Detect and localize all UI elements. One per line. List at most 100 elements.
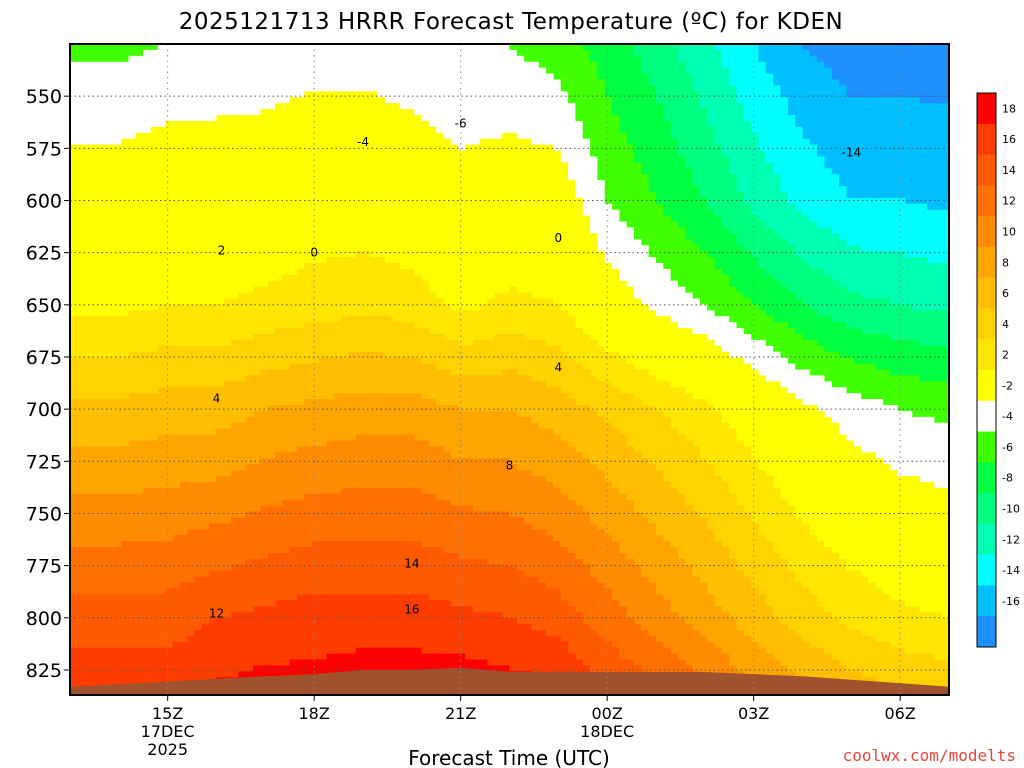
field-cell bbox=[157, 511, 166, 519]
field-cell bbox=[333, 476, 342, 483]
field-cell bbox=[282, 428, 291, 436]
field-cell bbox=[326, 55, 335, 63]
field-cell bbox=[355, 387, 364, 394]
field-cell bbox=[282, 132, 291, 140]
field-cell bbox=[392, 49, 401, 57]
field-cell bbox=[370, 422, 379, 430]
field-cell bbox=[194, 203, 203, 211]
field-cell bbox=[370, 115, 379, 122]
field-cell bbox=[172, 476, 181, 483]
field-cell bbox=[121, 109, 130, 116]
field-cell bbox=[333, 369, 342, 377]
field-cell bbox=[326, 168, 335, 175]
field-cell bbox=[84, 85, 93, 92]
field-cell bbox=[157, 357, 166, 365]
field-cell bbox=[231, 458, 240, 465]
field-cell bbox=[341, 73, 349, 81]
field-cell bbox=[165, 103, 174, 110]
field-cell bbox=[231, 428, 240, 436]
field-cell bbox=[370, 363, 379, 371]
field-cell bbox=[99, 120, 108, 128]
field-cell bbox=[370, 576, 379, 584]
field-cell bbox=[121, 523, 130, 530]
field-cell bbox=[150, 339, 159, 347]
field-cell bbox=[231, 262, 240, 270]
field-cell bbox=[194, 310, 203, 317]
field-cell bbox=[165, 150, 174, 158]
field-cell bbox=[223, 322, 232, 329]
field-cell bbox=[77, 375, 86, 382]
field-cell bbox=[341, 233, 349, 240]
field-cell bbox=[106, 558, 115, 566]
field-cell bbox=[260, 345, 269, 353]
field-cell bbox=[355, 481, 364, 489]
field-cell bbox=[209, 268, 218, 276]
field-cell bbox=[370, 186, 379, 193]
field-cell bbox=[392, 126, 401, 134]
field-cell bbox=[135, 629, 144, 637]
field-cell bbox=[231, 310, 240, 317]
field-cell bbox=[399, 126, 408, 134]
field-cell bbox=[106, 115, 115, 122]
field-cell bbox=[128, 393, 137, 400]
field-cell bbox=[377, 233, 386, 240]
field-cell bbox=[194, 387, 203, 394]
field-cell bbox=[348, 588, 357, 595]
field-cell bbox=[172, 470, 181, 477]
field-cell bbox=[157, 381, 166, 388]
field-cell bbox=[253, 523, 262, 530]
field-cell bbox=[355, 333, 364, 341]
field-cell bbox=[157, 91, 166, 98]
field-cell bbox=[384, 316, 393, 323]
field-cell bbox=[70, 268, 78, 276]
field-cell bbox=[201, 227, 210, 234]
field-cell bbox=[282, 274, 291, 282]
field-cell bbox=[187, 564, 196, 572]
field-cell bbox=[319, 274, 327, 282]
field-cell bbox=[282, 564, 291, 572]
field-cell bbox=[363, 274, 371, 282]
field-cell bbox=[150, 665, 159, 672]
field-cell bbox=[157, 268, 166, 276]
field-cell bbox=[363, 618, 371, 625]
field-cell bbox=[341, 328, 349, 335]
field-cell bbox=[106, 511, 115, 519]
field-cell bbox=[172, 316, 181, 323]
field-cell bbox=[201, 653, 210, 661]
field-cell bbox=[355, 564, 364, 572]
field-cell bbox=[253, 328, 262, 335]
field-cell bbox=[121, 215, 130, 223]
field-cell bbox=[304, 410, 313, 418]
field-cell bbox=[99, 623, 108, 631]
field-cell bbox=[128, 85, 137, 92]
field-cell bbox=[187, 547, 196, 554]
field-cell bbox=[121, 416, 130, 424]
field-cell bbox=[201, 476, 210, 483]
field-cell bbox=[341, 511, 349, 519]
field-cell bbox=[399, 49, 408, 57]
field-cell bbox=[91, 109, 100, 116]
field-cell bbox=[319, 594, 327, 601]
field-cell bbox=[260, 67, 269, 75]
field-cell bbox=[377, 97, 386, 104]
field-cell bbox=[106, 310, 115, 317]
field-cell bbox=[121, 55, 130, 63]
field-cell bbox=[187, 180, 196, 187]
field-cell bbox=[326, 564, 335, 572]
field-cell bbox=[91, 138, 100, 146]
field-cell bbox=[99, 286, 108, 294]
field-cell bbox=[363, 363, 371, 371]
field-cell bbox=[77, 304, 86, 311]
field-cell bbox=[165, 304, 174, 311]
field-cell bbox=[304, 138, 313, 146]
field-cell bbox=[304, 381, 313, 388]
field-cell bbox=[311, 49, 320, 57]
field-cell bbox=[165, 499, 174, 507]
field-cell bbox=[267, 333, 276, 341]
field-cell bbox=[216, 339, 225, 347]
field-cell bbox=[238, 333, 247, 341]
field-cell bbox=[128, 328, 137, 335]
field-cell bbox=[77, 203, 86, 211]
field-cell bbox=[106, 552, 115, 560]
field-cell bbox=[231, 298, 240, 305]
